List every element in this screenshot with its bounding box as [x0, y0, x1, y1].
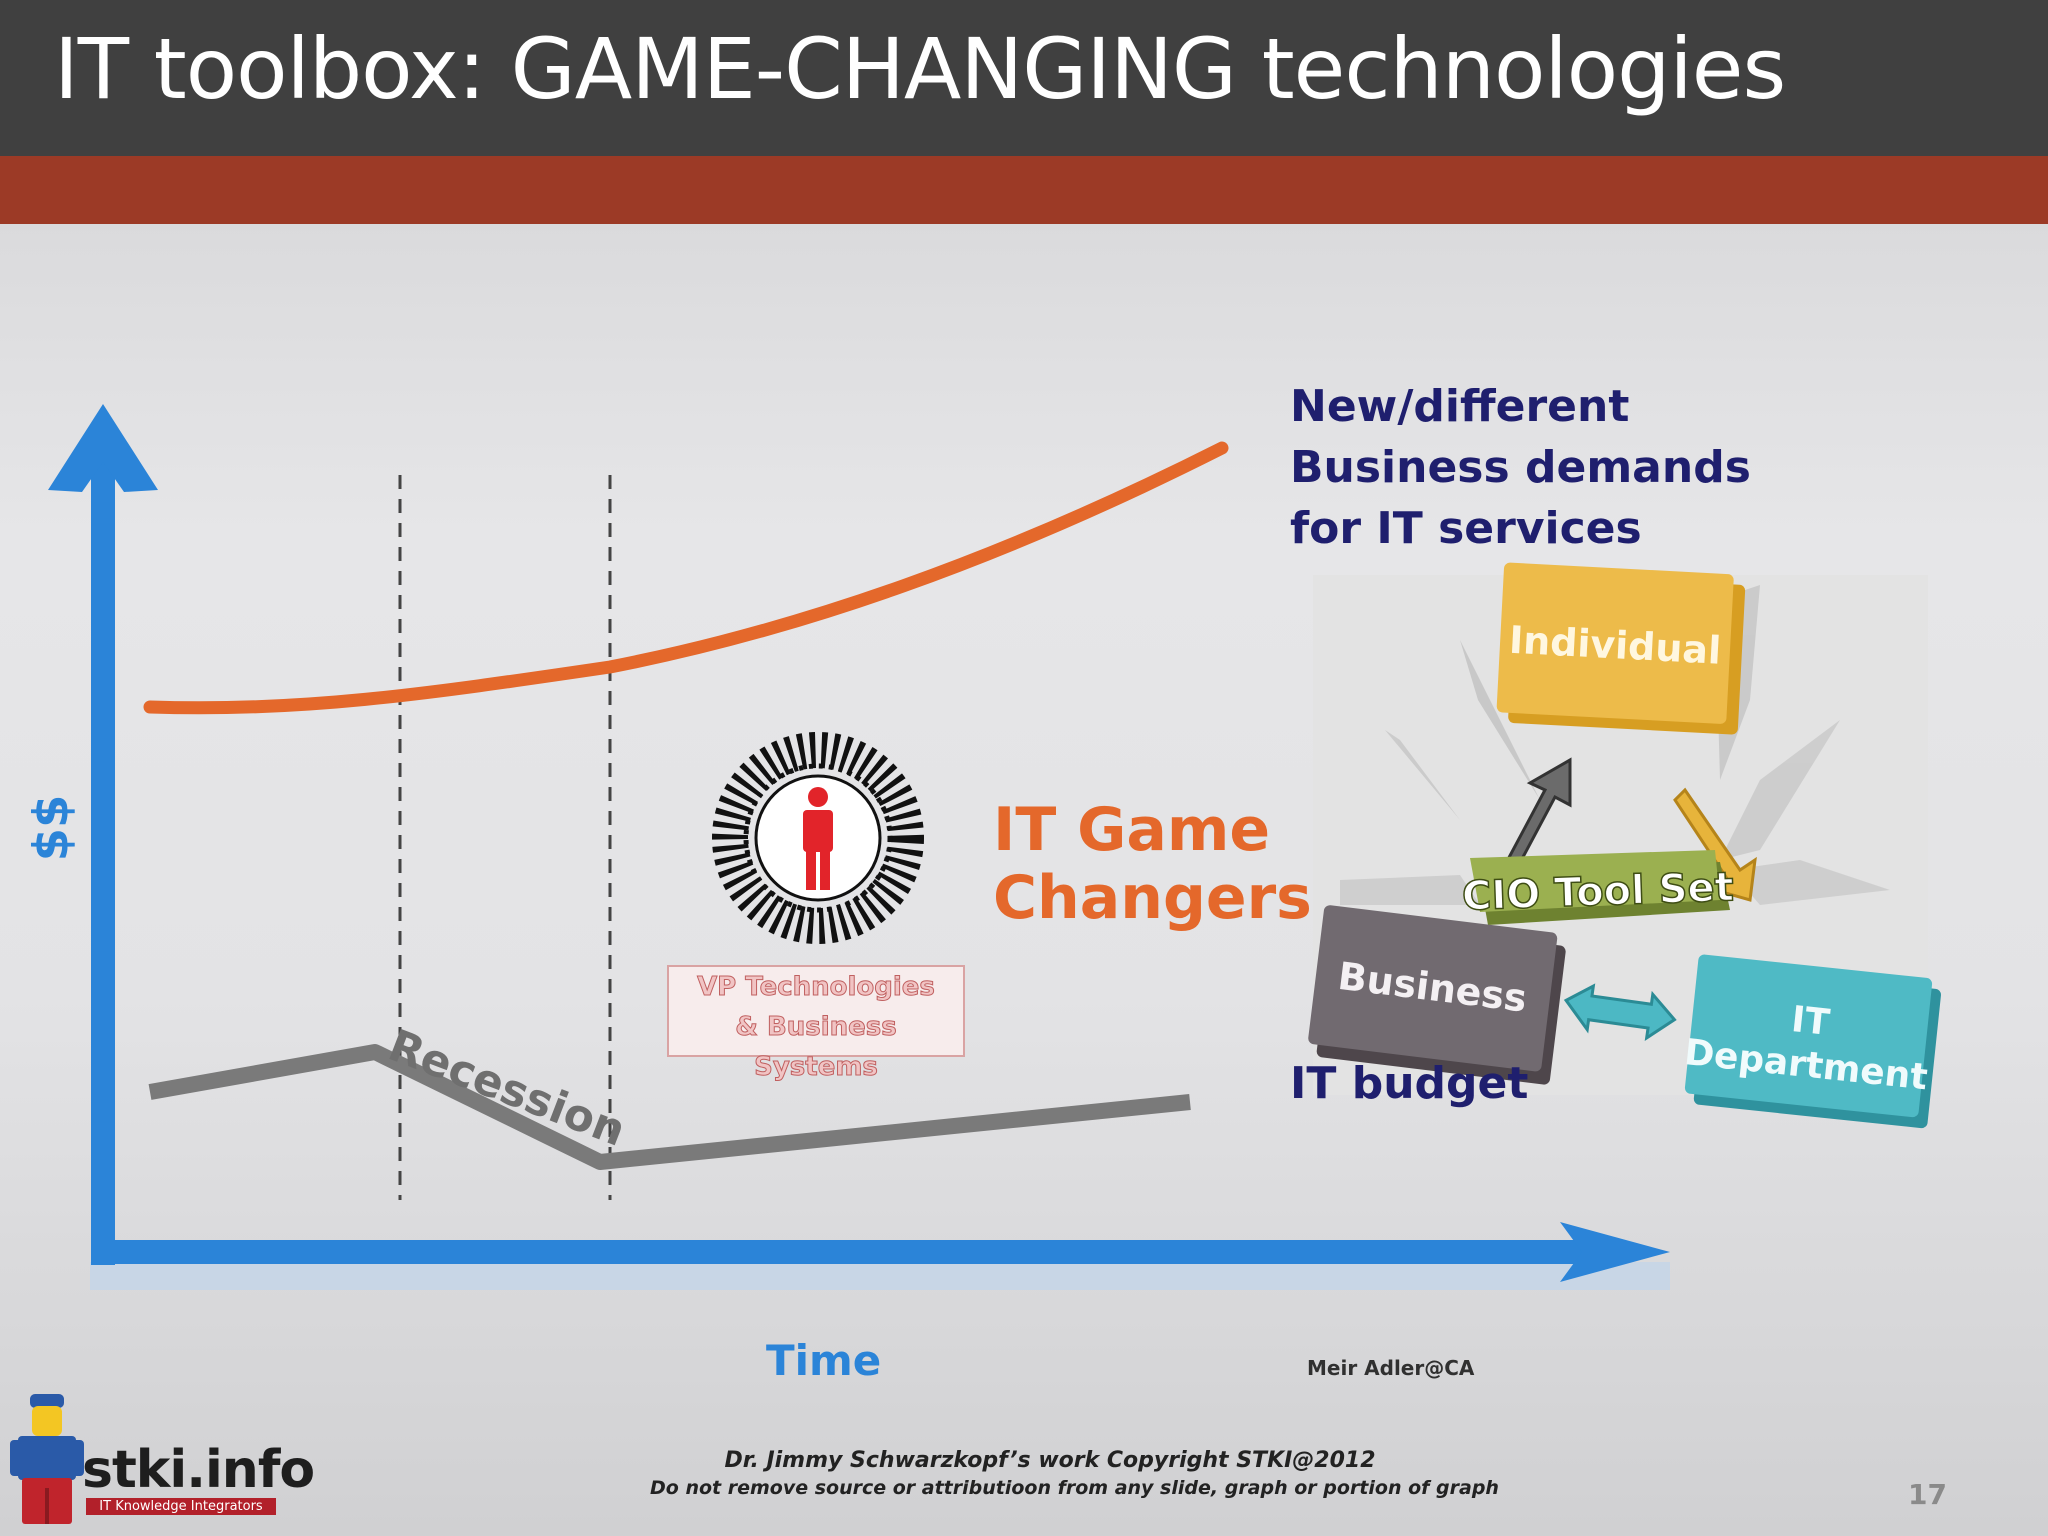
axis-reflection: [90, 1262, 1670, 1290]
business-it-arrow: [1563, 983, 1677, 1042]
demand-label: New/different Business demands for IT se…: [1290, 376, 1751, 559]
game-changers-line: Changers: [993, 863, 1312, 933]
title-bar: IT toolbox: GAME-CHANGING technologies: [0, 0, 2048, 156]
footer-notice: Do not remove source or attributioon fro…: [650, 1477, 1499, 1499]
y-axis-label: $$: [23, 794, 80, 862]
x-axis-label: Time: [766, 1336, 882, 1385]
x-axis: [92, 1240, 1592, 1264]
game-changers-label: IT Game Changers: [993, 796, 1312, 932]
game-changers-line: IT Game: [993, 795, 1271, 865]
demand-curve: [143, 441, 1229, 715]
y-axis: [91, 460, 115, 1265]
individual-toolset-arrow: [1673, 787, 1757, 902]
credit-label: Meir Adler@CA: [1307, 1356, 1475, 1380]
lego-figure-logo-icon: [10, 1394, 84, 1524]
vp-box-line: & Business Systems: [735, 1012, 898, 1083]
demand-label-line: for IT services: [1290, 503, 1642, 554]
demand-label-line: New/different: [1290, 381, 1630, 432]
demand-label-line: Business demands: [1290, 442, 1751, 493]
budget-curve: [148, 1044, 1191, 1170]
individual-box: Individual: [1496, 562, 1746, 735]
it-department-label-line1: IT: [1790, 999, 1832, 1044]
tool-set-box: CIO Tool Set: [1461, 850, 1735, 925]
it-department-box: IT Department: [1682, 954, 1941, 1129]
accent-band: [0, 156, 2048, 224]
game-changers-icon: [712, 732, 924, 944]
x-axis-arrowhead: [1560, 1222, 1670, 1282]
slide-title: IT toolbox: GAME-CHANGING technologies: [54, 20, 1786, 118]
page-number: 17: [1908, 1478, 1947, 1511]
y-axis-arrowhead: [48, 404, 158, 492]
vp-box-line: VP Technologies: [697, 972, 936, 1003]
logo-name: stki.info: [82, 1440, 315, 1500]
it-budget-label: IT budget: [1290, 1058, 1529, 1109]
business-box: Business: [1308, 905, 1566, 1085]
footer-copyright: Dr. Jimmy Schwarzkopf’s work Copyright S…: [724, 1448, 1376, 1473]
vp-technologies-box: VP Technologies & Business Systems: [667, 965, 965, 1083]
tool-set-label: CIO Tool Set: [1461, 864, 1734, 919]
logo-tagline: IT Knowledge Integrators: [86, 1498, 276, 1515]
